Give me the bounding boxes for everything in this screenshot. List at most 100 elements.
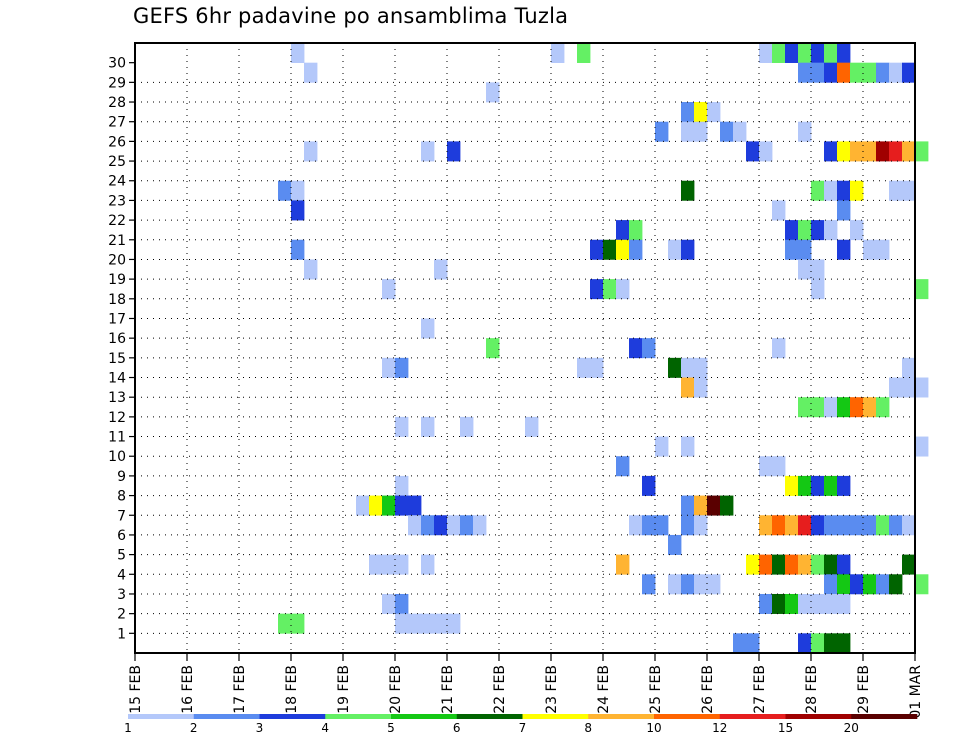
heatmap-cell xyxy=(863,62,877,83)
y-tick-label: 30 xyxy=(108,56,126,72)
heatmap-cell xyxy=(733,121,747,142)
heatmap-cell xyxy=(811,259,825,280)
heatmap-cell xyxy=(772,515,786,536)
heatmap-cell xyxy=(629,338,643,359)
x-tick-label: 23 FEB xyxy=(544,665,560,714)
heatmap-cell xyxy=(902,554,916,575)
heatmap-cell xyxy=(655,515,669,536)
heatmap-cells xyxy=(278,43,929,654)
legend-swatch xyxy=(522,714,589,719)
heatmap-cell xyxy=(798,515,812,536)
x-tick-label: 26 FEB xyxy=(700,665,716,714)
heatmap-cell xyxy=(798,62,812,83)
heatmap-cell xyxy=(707,574,721,595)
heatmap-cell xyxy=(291,613,305,634)
y-tick-label: 14 xyxy=(108,371,126,387)
legend-swatch xyxy=(654,714,721,719)
heatmap-cell xyxy=(824,180,838,201)
heatmap-cell xyxy=(824,515,838,536)
y-tick-label: 25 xyxy=(108,154,126,170)
heatmap-cell xyxy=(304,141,318,162)
legend-swatch xyxy=(588,714,655,719)
y-tick-label: 10 xyxy=(108,449,126,465)
heatmap-cell xyxy=(707,102,721,123)
heatmap-cell xyxy=(759,593,773,614)
heatmap-cell xyxy=(642,515,656,536)
legend-swatch xyxy=(128,714,195,719)
heatmap-cell xyxy=(837,554,851,575)
heatmap-cell xyxy=(369,554,383,575)
heatmap-cell xyxy=(850,180,864,201)
y-tick-label: 28 xyxy=(108,95,126,111)
heatmap-cell xyxy=(824,62,838,83)
heatmap-cell xyxy=(798,397,812,418)
heatmap-cell xyxy=(395,495,409,516)
x-tick-label: 27 FEB xyxy=(752,665,768,714)
heatmap-cell xyxy=(785,220,799,241)
y-tick-label: 22 xyxy=(108,213,126,229)
heatmap-cell xyxy=(694,574,708,595)
heatmap-cell xyxy=(837,633,851,654)
heatmap-cell xyxy=(369,495,383,516)
heatmap-cell xyxy=(798,633,812,654)
x-tick-label: 01 MAR xyxy=(908,665,924,719)
heatmap-cell xyxy=(850,62,864,83)
heatmap-cell xyxy=(694,377,708,398)
heatmap-cell xyxy=(889,515,903,536)
heatmap-cell xyxy=(408,613,422,634)
x-axis-ticks: 15 FEB 16 FEB 17 FEB 18 FEB 19 FEB 20 FEB 21 F… xyxy=(128,653,924,719)
heatmap-cell xyxy=(850,515,864,536)
heatmap-cell xyxy=(915,436,929,457)
legend-label: 8 xyxy=(584,721,592,735)
heatmap-cell xyxy=(681,377,695,398)
heatmap-cell xyxy=(863,239,877,260)
heatmap-cell xyxy=(811,397,825,418)
heatmap-cell xyxy=(668,239,682,260)
heatmap-cell xyxy=(707,495,721,516)
heatmap-cell xyxy=(889,180,903,201)
heatmap-cell xyxy=(421,318,435,339)
heatmap-cell xyxy=(382,593,396,614)
heatmap-cell xyxy=(889,141,903,162)
heatmap-cell xyxy=(824,220,838,241)
heatmap-cell xyxy=(889,574,903,595)
heatmap-cell xyxy=(694,102,708,123)
heatmap-cell xyxy=(421,416,435,437)
heatmap-cell xyxy=(837,515,851,536)
heatmap-cell xyxy=(811,279,825,300)
heatmap-cell xyxy=(590,239,604,260)
heatmap-cell xyxy=(811,633,825,654)
plot-frame xyxy=(134,42,916,654)
heatmap-cell xyxy=(876,397,890,418)
chart-title: GEFS 6hr padavine po ansamblima Tuzla xyxy=(133,4,569,28)
heatmap-cell xyxy=(915,574,929,595)
heatmap-cell xyxy=(837,475,851,496)
legend-label: 6 xyxy=(453,721,461,735)
y-tick-label: 3 xyxy=(117,587,126,603)
legend-label: 4 xyxy=(321,721,329,735)
x-tick-label: 29 FEB xyxy=(856,665,872,714)
heatmap-cell xyxy=(850,397,864,418)
y-tick-label: 5 xyxy=(117,548,126,564)
heatmap-cell xyxy=(837,200,851,221)
y-tick-label: 13 xyxy=(108,390,126,406)
heatmap-cell xyxy=(642,338,656,359)
heatmap-cell xyxy=(824,554,838,575)
heatmap-cell xyxy=(486,338,500,359)
x-tick-label: 21 FEB xyxy=(440,665,456,714)
heatmap-cell xyxy=(694,121,708,142)
x-tick-label: 20 FEB xyxy=(388,665,404,714)
heatmap-cell xyxy=(798,259,812,280)
x-tick-label: 18 FEB xyxy=(284,665,300,714)
heatmap-cell xyxy=(902,62,916,83)
x-tick-label: 15 FEB xyxy=(128,665,144,714)
heatmap-cell xyxy=(616,554,630,575)
heatmap-cell xyxy=(746,633,760,654)
heatmap-cell xyxy=(902,515,916,536)
heatmap-cell xyxy=(395,613,409,634)
heatmap-cell xyxy=(837,239,851,260)
heatmap-cell xyxy=(616,220,630,241)
heatmap-cell xyxy=(616,279,630,300)
heatmap-cell xyxy=(772,200,786,221)
